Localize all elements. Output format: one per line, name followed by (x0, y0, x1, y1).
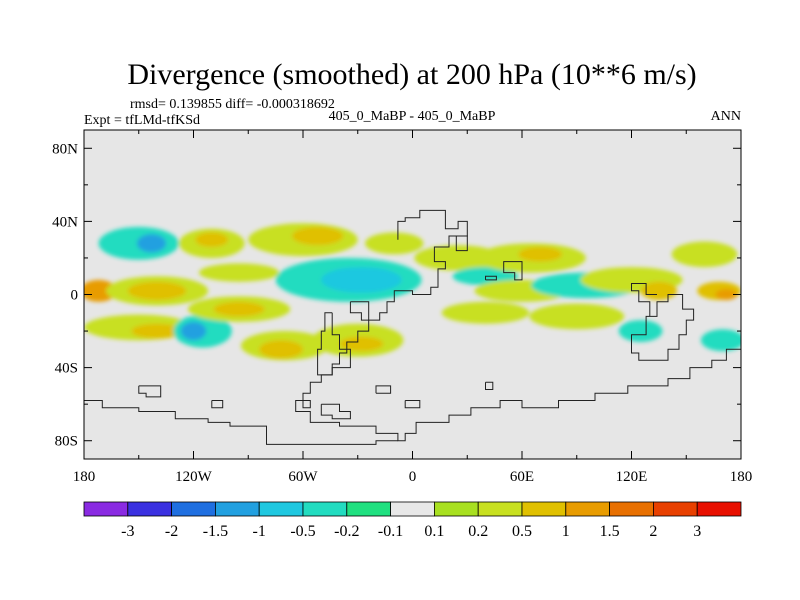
divergence-field (84, 223, 741, 361)
field-region (518, 246, 563, 262)
colorbar-swatch (346, 501, 391, 517)
field-region (127, 281, 187, 300)
colorbar-swatch (565, 501, 610, 517)
coastline (631, 294, 695, 361)
field-region (321, 267, 402, 293)
x-tick-label: 120W (175, 469, 213, 485)
colorbar-label: -3 (121, 523, 134, 540)
field-region (136, 234, 167, 253)
colorbar-swatch (390, 501, 435, 517)
y-tick-label: 80N (52, 141, 78, 157)
coastline (631, 283, 657, 317)
field-region (618, 320, 663, 343)
colorbar-swatch (609, 501, 654, 517)
field-region (671, 241, 738, 268)
coastline (320, 403, 351, 420)
coastline (302, 400, 311, 409)
colorbar-swatch (521, 501, 567, 517)
field-region (131, 323, 183, 339)
coastline (404, 400, 421, 409)
colorbar-label: -1.5 (203, 523, 228, 540)
coastline (485, 275, 497, 281)
colorbar-swatch (258, 501, 304, 517)
colorbar-label: -0.1 (378, 523, 403, 540)
colorbar-swatch (696, 501, 742, 517)
field-region (365, 232, 424, 255)
field-region (414, 245, 502, 271)
y-axis: 80N 40N 0 40S 80S (52, 141, 741, 450)
coastline (375, 385, 392, 394)
season-label: ANN (711, 109, 741, 124)
colorbar-label: -2 (165, 523, 178, 540)
x-tick-label: 180 (730, 469, 753, 485)
field-region (198, 263, 280, 282)
x-tick-label: 0 (409, 469, 417, 485)
coastline (211, 400, 224, 409)
x-tick-label: 60E (510, 469, 534, 485)
x-axis: 180 120W 60W 0 60E 120E 180 (73, 130, 753, 485)
field-region (715, 289, 738, 300)
chart-title: Divergence (smoothed) at 200 hPa (10**6 … (127, 58, 696, 91)
field-region (529, 303, 625, 330)
colorbar-swatch (477, 501, 523, 517)
coastline (349, 301, 370, 321)
field-region (700, 329, 741, 352)
colorbar-label: 0.2 (468, 523, 488, 540)
coastline-layer (84, 209, 741, 445)
colorbar-swatch (214, 501, 260, 517)
colorbar: -3 -2 -1.5 -1 -0.5 -0.2 -0.1 0.1 0.2 0.5 1 1.5 2 3 (83, 501, 742, 540)
y-tick-label: 40S (55, 361, 78, 377)
coastline (485, 381, 494, 390)
field-region (441, 301, 530, 324)
field-region (292, 226, 344, 246)
field-region (180, 321, 207, 341)
colorbar-label: 1 (562, 523, 570, 540)
experiment-label: Expt = tfLMd-tfKSd (84, 113, 200, 128)
colorbar-swatch (653, 501, 698, 517)
field-region (213, 301, 265, 317)
field-region (195, 232, 229, 247)
colorbar-label: 2 (649, 523, 657, 540)
field-region (259, 340, 303, 359)
case-label: 405_0_MaBP - 405_0_MaBP (329, 109, 496, 124)
colorbar-swatch (127, 501, 173, 517)
colorbar-label: 3 (693, 523, 701, 540)
colorbar-swatch (83, 501, 129, 517)
field-region (339, 336, 384, 352)
y-tick-label: 80S (55, 434, 78, 450)
coastline (455, 235, 468, 252)
colorbar-label: 0.1 (424, 523, 444, 540)
colorbar-swatch (433, 501, 479, 517)
stats-label: rmsd= 0.139855 diff= -0.000318692 (130, 97, 335, 112)
y-tick-label: 40N (52, 214, 78, 230)
coastline (84, 393, 398, 445)
coastline (138, 385, 162, 398)
colorbar-swatch (302, 501, 348, 517)
coastline (317, 312, 351, 376)
x-tick-label: 180 (73, 469, 96, 485)
colorbar-label: -0.5 (290, 523, 315, 540)
field-region (84, 279, 117, 302)
coastline (295, 209, 741, 442)
x-tick-label: 60W (288, 469, 318, 485)
colorbar-swatch (171, 501, 216, 517)
coastline (503, 261, 523, 281)
y-tick-label: 0 (71, 288, 79, 304)
colorbar-label: -1 (253, 523, 266, 540)
colorbar-label: 0.5 (512, 523, 532, 540)
colorbar-label: -0.2 (334, 523, 359, 540)
colorbar-label: 1.5 (600, 523, 620, 540)
x-tick-label: 120E (616, 469, 648, 485)
